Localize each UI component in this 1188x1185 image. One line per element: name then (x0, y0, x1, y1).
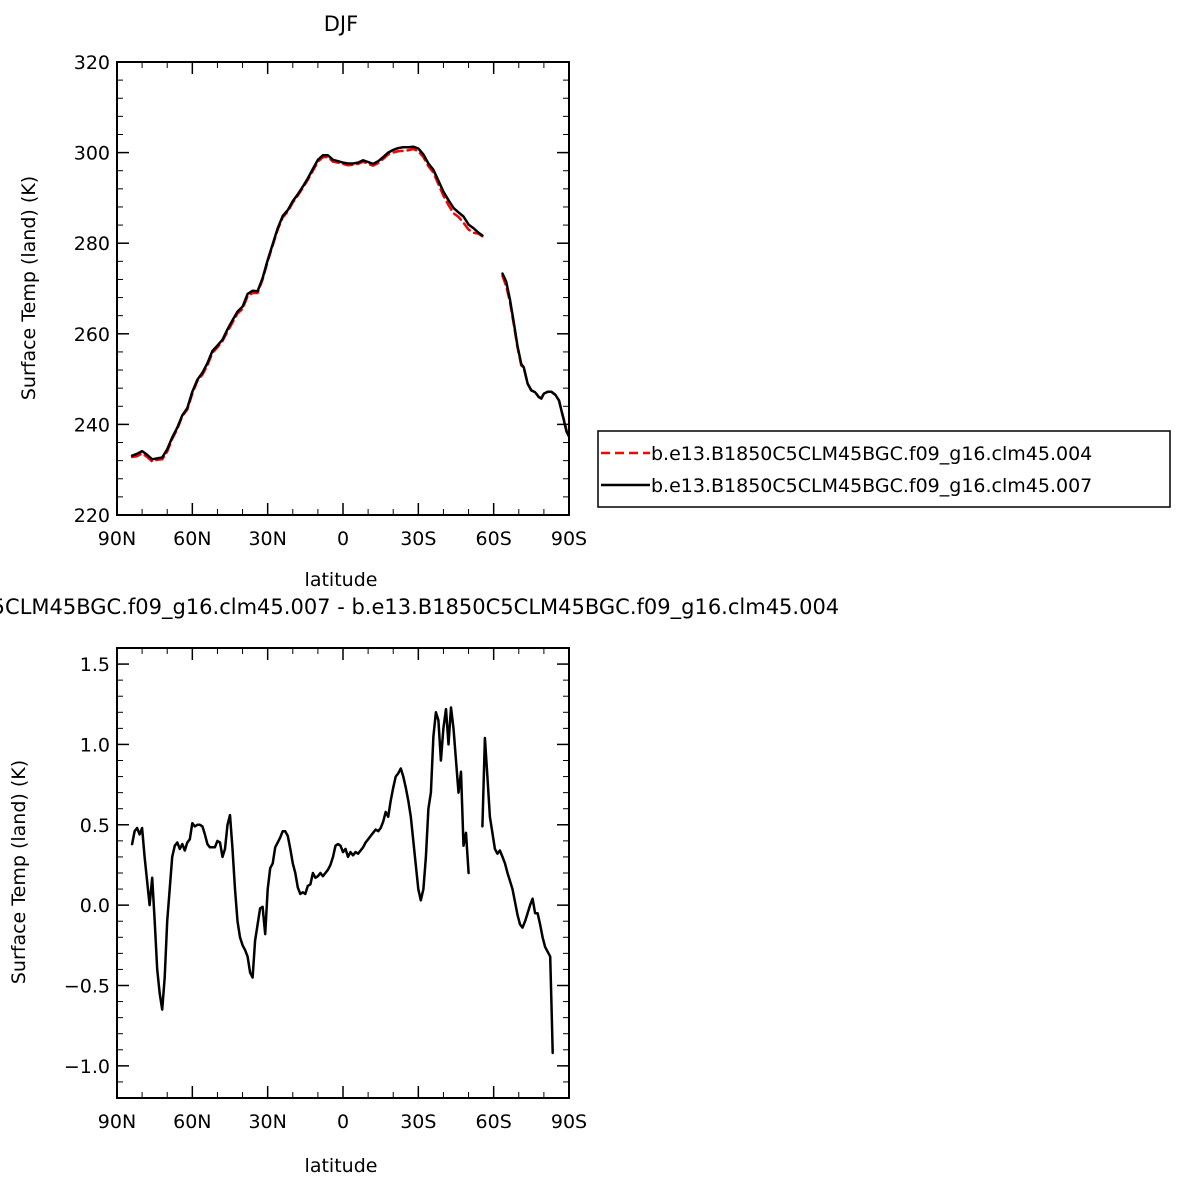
bottom-xtick-label: 60N (173, 1111, 211, 1133)
top-panel-ylabel: Surface Temp (land) (K) (18, 176, 40, 400)
legend-label-007: b.e13.B1850C5CLM45BGC.f09_g16.clm45.007 (651, 475, 1092, 497)
bottom-xtick-label: 60S (476, 1111, 512, 1133)
top-xtick-label: 0 (337, 528, 349, 550)
top-series-0-segment-1 (501, 274, 569, 437)
bottom-ytick-label: −0.5 (64, 976, 110, 998)
top-ytick-label: 300 (74, 143, 110, 165)
top-ytick-label: 220 (74, 505, 110, 527)
top-ytick-label: 280 (74, 233, 110, 255)
top-panel-lines (130, 145, 569, 463)
top-panel: DJF 90N 60N 30N 0 30S 60S 90S 220 240 260 280 300 32… (18, 12, 587, 591)
bottom-panel-lines (130, 706, 554, 1055)
top-xtick-label: 90N (98, 528, 136, 550)
top-ytick-label: 240 (74, 414, 110, 436)
bottom-panel-ylabel: Surface Temp (land) (K) (8, 760, 30, 984)
legend-label-004: b.e13.B1850C5CLM45BGC.f09_g16.clm45.004 (651, 443, 1092, 465)
bottom-xtick-label: 30S (400, 1111, 436, 1133)
bottom-xtick-label: 30N (248, 1111, 286, 1133)
bottom-panel-xlabel: latitude (305, 1155, 378, 1177)
bottom-ytick-label: 1.5 (80, 654, 110, 676)
bottom-series-0-segment-0 (130, 706, 470, 1011)
top-series-1-segment-0 (130, 145, 484, 461)
bottom-ytick-label: 1.0 (80, 734, 110, 756)
bottom-xtick-label: 0 (337, 1111, 349, 1133)
bottom-ytick-label: 0.0 (80, 895, 110, 917)
bottom-ytick-label: 0.5 (80, 815, 110, 837)
legend: b.e13.B1850C5CLM45BGC.f09_g16.clm45.004 … (597, 430, 1171, 508)
top-panel-title: DJF (324, 12, 358, 36)
bottom-panel-axes: 90N 60N 30N 0 30S 60S 90S −1.0 −0.5 0.0 0.5 1.0 1.5 (64, 647, 587, 1133)
legend-box (597, 430, 1171, 508)
top-ytick-label: 260 (74, 324, 110, 346)
bottom-panel: b.e13.B1850C5CLM45BGC.f09_g16.clm45.007 … (0, 595, 839, 1177)
top-xtick-label: 30S (400, 528, 436, 550)
top-xtick-label: 30N (248, 528, 286, 550)
top-ytick-label: 320 (74, 52, 110, 74)
bottom-ytick-label: −1.0 (64, 1056, 110, 1078)
top-panel-frame (116, 61, 570, 516)
top-xtick-label: 90S (551, 528, 587, 550)
bottom-xtick-label: 90S (551, 1111, 587, 1133)
top-xtick-label: 60S (476, 528, 512, 550)
top-panel-xlabel: latitude (305, 569, 378, 591)
top-series-1-segment-1 (501, 272, 569, 438)
top-xtick-label: 60N (173, 528, 211, 550)
bottom-xtick-label: 90N (98, 1111, 136, 1133)
bottom-panel-frame (116, 647, 570, 1099)
top-series-0-segment-0 (130, 147, 484, 463)
bottom-series-0-segment-1 (481, 736, 554, 1055)
bottom-panel-title: b.e13.B1850C5CLM45BGC.f09_g16.clm45.007 … (0, 595, 839, 620)
